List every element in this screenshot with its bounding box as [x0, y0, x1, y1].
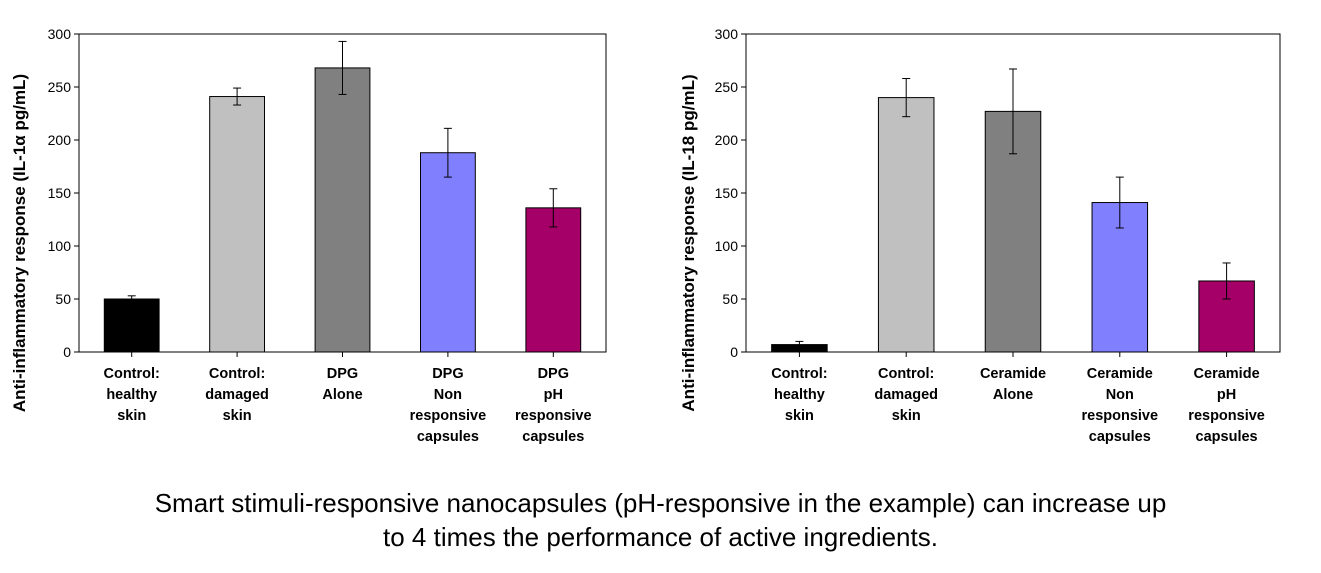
category-label-line: capsules	[522, 429, 584, 445]
y-tick-label: 200	[48, 132, 72, 148]
category-label-line: skin	[785, 408, 814, 424]
category-label-line: capsules	[1196, 429, 1258, 445]
category-label: Control: healthy skin	[104, 366, 160, 424]
plot-frame	[78, 33, 607, 353]
category-label-line: capsules	[1089, 429, 1151, 445]
category-label: Control: healthy skin	[771, 366, 827, 424]
y-tick-label: 100	[715, 238, 739, 254]
y-tick-label: 300	[48, 26, 72, 42]
category-label-line: Ceramide	[1194, 366, 1260, 382]
category-label-line: damaged	[205, 387, 269, 403]
category-label: DPG pH responsive capsules	[515, 366, 592, 445]
bar	[877, 97, 935, 353]
category-label-line: capsules	[417, 429, 479, 445]
y-tick-label: 200	[715, 132, 739, 148]
y-axis-label: Anti-inflammatory response (IL-1α pg/mL)	[10, 74, 29, 412]
y-tick-label: 150	[715, 185, 739, 201]
y-axis-label: Anti-inflammatory response (IL-18 pg/mL)	[679, 74, 698, 411]
category-label: DPG Non responsive capsules	[410, 366, 487, 445]
y-tick-label: 150	[48, 185, 72, 201]
category-label-line: responsive	[410, 408, 487, 424]
y-tick-label: 250	[715, 79, 739, 95]
category-label-line: healthy	[106, 387, 157, 403]
category-label-line: skin	[892, 408, 921, 424]
category-label: Ceramide pH responsive capsules	[1188, 366, 1265, 445]
category-label-line: Control:	[771, 366, 827, 382]
category-label-line: Alone	[993, 387, 1033, 403]
category-label-line: skin	[223, 408, 252, 424]
category-label: Control: damaged skin	[205, 366, 269, 424]
category-label-line: DPG	[538, 366, 569, 382]
y-tick-label: 250	[48, 79, 72, 95]
bar	[103, 298, 160, 353]
category-label-line: responsive	[1188, 408, 1265, 424]
category-label-line: pH	[1217, 387, 1236, 403]
y-tick-label: 100	[48, 238, 72, 254]
bar	[525, 207, 582, 353]
category-label: Control: damaged skin	[874, 366, 938, 424]
category-label-line: Non	[1106, 387, 1134, 403]
plot-frame	[745, 33, 1281, 353]
category-label-line: Control:	[104, 366, 160, 382]
category-label-line: Alone	[322, 387, 362, 403]
bar	[209, 96, 266, 353]
category-label-line: Control:	[209, 366, 265, 382]
y-tick-label: 50	[55, 291, 71, 307]
category-label-line: pH	[544, 387, 563, 403]
category-label-line: DPG	[432, 366, 463, 382]
bar	[419, 152, 476, 353]
category-label-line: responsive	[515, 408, 592, 424]
category-label-line: Ceramide	[1087, 366, 1153, 382]
y-tick-label: 50	[722, 291, 738, 307]
y-tick-label: 0	[63, 344, 71, 360]
caption-line-2: to 4 times the performance of active ing…	[383, 522, 938, 552]
caption: Smart stimuli-responsive nanocapsules (p…	[0, 486, 1321, 554]
y-tick-label: 0	[730, 344, 738, 360]
category-label-line: DPG	[327, 366, 358, 382]
category-label: Ceramide Non responsive capsules	[1082, 366, 1159, 445]
category-label-line: healthy	[774, 387, 825, 403]
category-label: Ceramide Alone	[980, 366, 1046, 403]
category-label-line: skin	[117, 408, 146, 424]
category-label-line: Control:	[878, 366, 934, 382]
category-label-line: damaged	[874, 387, 938, 403]
category-label: DPG Alone	[322, 366, 362, 403]
y-tick-label: 300	[715, 26, 739, 42]
category-label-line: responsive	[1082, 408, 1159, 424]
category-label-line: Non	[434, 387, 462, 403]
category-label-line: Ceramide	[980, 366, 1046, 382]
caption-line-1: Smart stimuli-responsive nanocapsules (p…	[154, 488, 1167, 518]
bar	[314, 67, 371, 353]
